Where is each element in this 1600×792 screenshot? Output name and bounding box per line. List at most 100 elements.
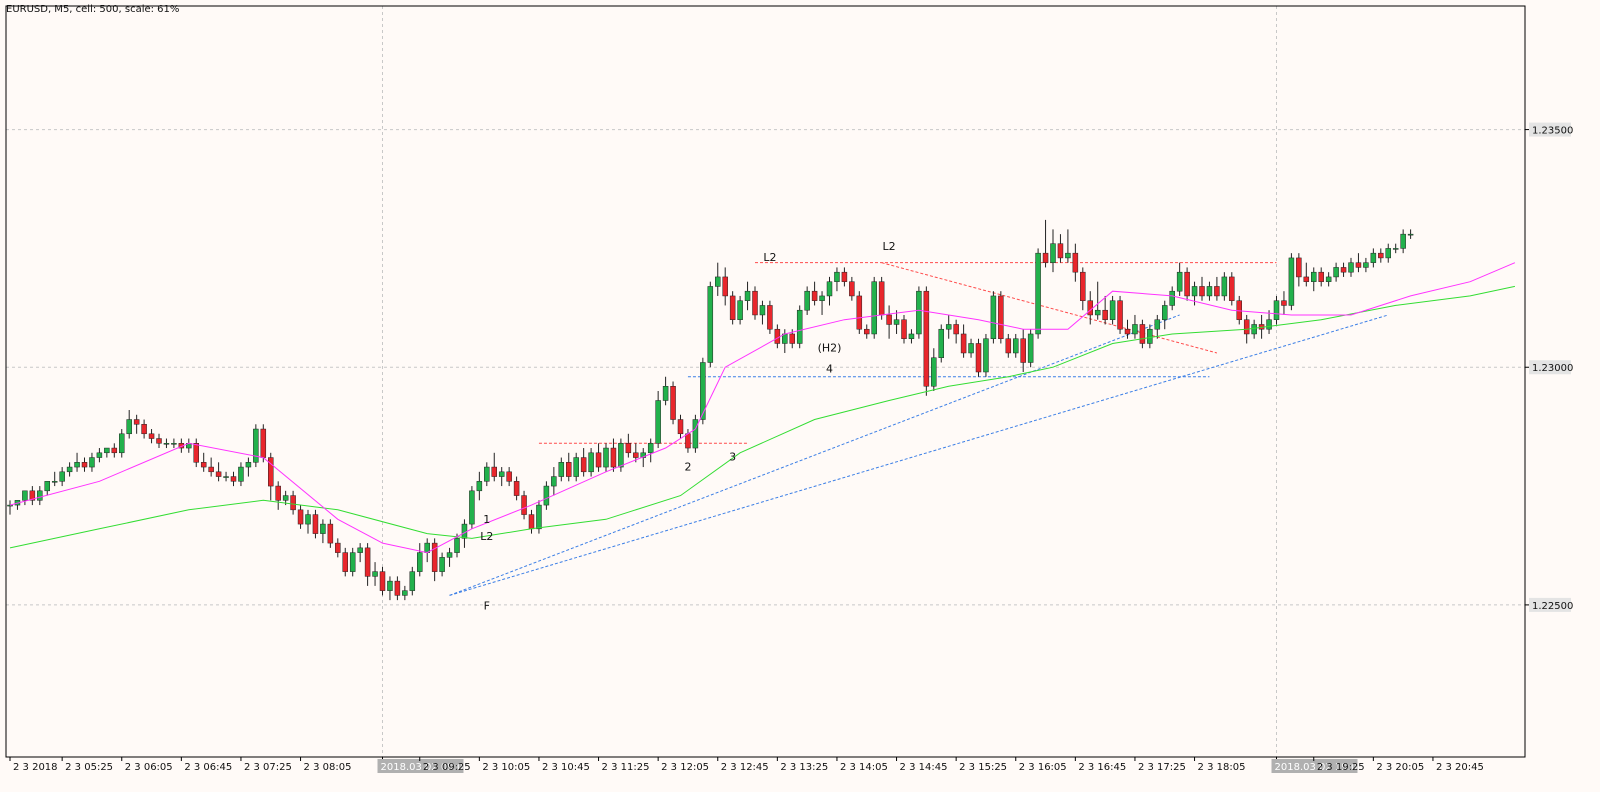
time-tick-label: 2 3 08:05 bbox=[304, 762, 352, 773]
candle-bull bbox=[1273, 300, 1280, 320]
time-tick-label: 2 3 10:45 bbox=[542, 762, 590, 773]
candle-bull bbox=[387, 580, 393, 591]
candle-bull bbox=[1065, 252, 1071, 259]
time-tick-label: 2 3 18:05 bbox=[1198, 762, 1246, 773]
candle-bull bbox=[700, 362, 706, 420]
candle-bear bbox=[1080, 271, 1086, 301]
candle-bear bbox=[268, 457, 274, 487]
candle-bear bbox=[729, 295, 736, 320]
annotation-label: 4 bbox=[826, 362, 833, 375]
candle-bull bbox=[945, 324, 952, 330]
candle-bear bbox=[1184, 271, 1190, 297]
time-tick-label: 2 3 07:25 bbox=[244, 762, 292, 773]
candle-bull bbox=[1176, 271, 1183, 292]
candle-bear bbox=[811, 290, 818, 301]
time-tick-label: 2 3 17:25 bbox=[1138, 762, 1186, 773]
annotation-label: L2 bbox=[883, 240, 896, 253]
candle-bear bbox=[1303, 276, 1310, 282]
candle-bear bbox=[1296, 257, 1302, 278]
time-tick-label: 2 3 14:05 bbox=[840, 762, 888, 773]
candle-bull bbox=[89, 457, 95, 468]
time-tick-label: 2 3 10:05 bbox=[482, 762, 530, 773]
time-tick-label: 2 3 16:05 bbox=[1019, 762, 1067, 773]
candle-bull bbox=[744, 290, 751, 301]
candle-bull bbox=[931, 357, 937, 387]
candle-bull bbox=[409, 571, 416, 591]
candle-bull bbox=[357, 547, 363, 553]
candle-bull bbox=[476, 481, 483, 492]
candle-bear bbox=[1102, 309, 1108, 320]
candle-bear bbox=[1378, 252, 1384, 259]
candle-bull bbox=[498, 471, 505, 477]
candle-bull bbox=[1154, 319, 1161, 330]
candle-bear bbox=[521, 495, 527, 515]
candle-bull bbox=[305, 514, 311, 525]
annotation-label: 2 bbox=[684, 460, 691, 473]
time-label-highlight-bg bbox=[377, 759, 464, 773]
candle-bull bbox=[245, 462, 252, 468]
candle-bear bbox=[767, 305, 773, 330]
candle-bull bbox=[1013, 338, 1019, 354]
candle-bear bbox=[156, 438, 162, 444]
candle-bull bbox=[796, 309, 803, 344]
candle-bull bbox=[558, 462, 565, 477]
candle-bear bbox=[1355, 262, 1362, 268]
time-tick-label: 2 3 05:25 bbox=[65, 762, 113, 773]
candle-bear bbox=[953, 324, 959, 335]
candle-bear bbox=[856, 295, 863, 330]
candle-bear bbox=[677, 419, 684, 435]
price-tick-label: 1.23500 bbox=[1532, 126, 1573, 137]
candle-bull bbox=[834, 271, 840, 282]
candle-bull bbox=[938, 328, 944, 358]
plot-frame bbox=[5, 5, 1526, 758]
blue-trendline-2 bbox=[449, 314, 1389, 596]
candle-bull bbox=[59, 471, 65, 482]
candle-bear bbox=[342, 552, 348, 572]
candle-bear bbox=[566, 462, 572, 477]
time-tick-label: 2 3 06:45 bbox=[184, 762, 232, 773]
time-tick-label: 2 3 09:25 bbox=[423, 762, 471, 773]
candle-bear bbox=[297, 509, 304, 525]
price-tick-label: 1.22500 bbox=[1532, 601, 1573, 612]
candle-bull bbox=[543, 485, 550, 506]
candle-bull bbox=[1251, 324, 1257, 335]
candle-bull bbox=[1162, 305, 1168, 320]
candle-bear bbox=[29, 490, 36, 501]
time-tick-label: 2 3 14:45 bbox=[900, 762, 948, 773]
candle-bear bbox=[901, 319, 907, 339]
candle-bull bbox=[871, 281, 877, 335]
candle-bull bbox=[402, 590, 408, 596]
moving-averages bbox=[9, 262, 1516, 554]
candle-bull bbox=[715, 276, 721, 287]
time-tick-label: 2 3 19:25 bbox=[1317, 762, 1365, 773]
candle-bear bbox=[789, 333, 795, 344]
candle-bull bbox=[372, 571, 378, 577]
candle-bear bbox=[528, 514, 535, 530]
candle-bear bbox=[1117, 300, 1123, 330]
candle-bear bbox=[1281, 300, 1287, 306]
candle-bull bbox=[1132, 324, 1138, 335]
candle-bear bbox=[1124, 328, 1131, 335]
candle-bear bbox=[670, 386, 676, 420]
candle-bull bbox=[66, 466, 73, 473]
candle-bull bbox=[893, 319, 900, 325]
chart-header: EURUSD, M5, cell: 500, scale: 61% bbox=[6, 4, 180, 15]
candle-bear bbox=[513, 481, 520, 496]
candle-bull bbox=[349, 552, 356, 572]
candle-bear bbox=[1340, 267, 1347, 273]
candle-bull bbox=[990, 295, 997, 339]
candle-bear bbox=[208, 466, 214, 473]
candle-bull bbox=[1333, 267, 1339, 278]
candle-bear bbox=[722, 276, 728, 297]
candle-bull bbox=[983, 338, 989, 373]
candle-bull bbox=[37, 490, 43, 501]
candle-bull bbox=[51, 481, 58, 483]
candle-bear bbox=[81, 462, 88, 468]
time-tick-label: 2018.03.02 09:00 bbox=[381, 762, 470, 773]
candle-bull bbox=[1288, 257, 1295, 306]
candle-bear bbox=[960, 333, 967, 354]
annotation-label: F bbox=[484, 600, 490, 613]
candle-bull bbox=[1325, 276, 1332, 282]
